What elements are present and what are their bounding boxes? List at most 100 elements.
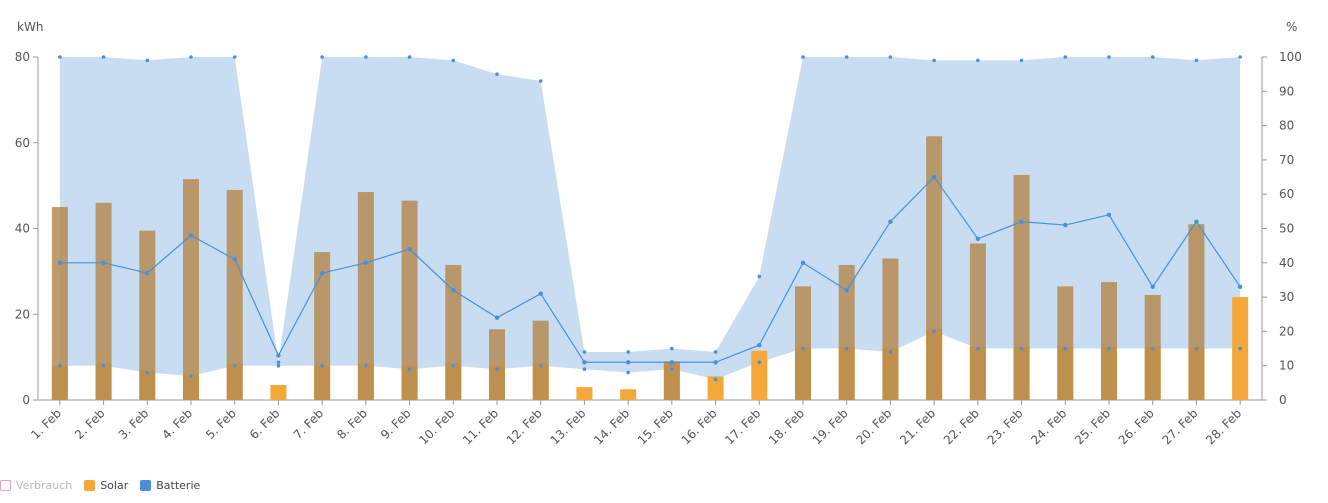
- battery-point: [757, 342, 762, 348]
- battery-point: [538, 291, 543, 296]
- legend-swatch-solar: [84, 479, 96, 491]
- battery-max-point: [1019, 58, 1024, 63]
- left-axis-tick-label: 40: [15, 222, 30, 236]
- battery-min-point: [364, 363, 368, 368]
- battery-max-point: [232, 55, 237, 59]
- right-axis-unit: %: [1286, 20, 1297, 34]
- verbrauch-bar: [139, 230, 156, 400]
- right-axis-tick-label: 70: [1279, 153, 1294, 167]
- battery-max-point: [145, 58, 150, 63]
- battery-min-point: [495, 367, 499, 371]
- verbrauch-bar: [663, 361, 680, 400]
- right-axis-tick-label: 20: [1279, 324, 1294, 338]
- x-axis-tick-label: 27. Feb: [1159, 406, 1200, 447]
- battery-max-point: [976, 58, 980, 63]
- battery-point: [232, 257, 237, 262]
- x-axis-tick-label: 25. Feb: [1072, 406, 1113, 447]
- x-axis-tick-label: 21. Feb: [897, 406, 938, 447]
- verbrauch-bar: [1013, 174, 1030, 400]
- left-axis-tick-label: 20: [15, 307, 30, 321]
- battery-point: [1237, 284, 1243, 290]
- x-axis-tick-label: 2. Feb: [72, 406, 108, 442]
- right-axis-tick-label: 90: [1279, 84, 1294, 98]
- battery-min-point: [757, 360, 762, 365]
- x-axis-tick-label: 15. Feb: [635, 406, 676, 447]
- battery-point: [1150, 284, 1155, 290]
- battery-point: [319, 270, 325, 276]
- x-axis-tick-label: 6. Feb: [247, 406, 283, 442]
- battery-min-point: [713, 377, 718, 382]
- verbrauch-bar: [795, 286, 811, 400]
- left-axis-tick-label: 80: [15, 50, 30, 64]
- battery-point: [57, 260, 63, 265]
- battery-max-point: [189, 55, 193, 59]
- battery-max-point: [101, 55, 106, 59]
- battery-min-point: [932, 329, 936, 334]
- battery-min-point: [976, 346, 980, 351]
- x-axis-tick-label: 7. Feb: [291, 406, 327, 442]
- battery-min-point: [451, 363, 456, 368]
- battery-min-point: [58, 363, 62, 368]
- battery-point: [669, 360, 675, 365]
- x-axis-tick-label: 20. Feb: [853, 406, 894, 447]
- x-axis-tick-label: 1. Feb: [28, 406, 64, 442]
- verbrauch-bar: [532, 320, 549, 400]
- legend-item-batterie[interactable]: Batterie: [140, 479, 200, 492]
- x-axis-tick-label: 13. Feb: [547, 406, 588, 447]
- right-axis-tick-label: 50: [1279, 222, 1294, 236]
- battery-point: [451, 288, 456, 293]
- battery-min-point: [888, 350, 893, 354]
- legend-label-batterie: Batterie: [156, 478, 201, 492]
- battery-max-point: [407, 55, 412, 59]
- verbrauch-bar: [95, 202, 112, 400]
- x-axis-tick-label: 8. Feb: [334, 406, 370, 442]
- solar-bar: [620, 389, 637, 400]
- x-axis-tick-label: 17. Feb: [722, 406, 763, 447]
- battery-point: [101, 260, 106, 265]
- x-axis-tick-label: 5. Feb: [203, 406, 239, 442]
- legend-item-verbrauch[interactable]: Verbrauch: [0, 479, 72, 492]
- battery-max-point: [276, 360, 281, 365]
- battery-point: [975, 236, 981, 241]
- battery-point: [188, 233, 194, 238]
- battery-max-point: [495, 72, 499, 76]
- verbrauch-bar: [314, 252, 331, 400]
- battery-max-point: [582, 350, 587, 354]
- battery-max-point: [1107, 55, 1111, 59]
- battery-point: [145, 270, 150, 276]
- battery-point: [276, 353, 281, 358]
- verbrauch-bar: [1057, 286, 1074, 400]
- verbrauch-bar: [838, 264, 855, 400]
- battery-point: [1194, 219, 1199, 224]
- right-axis-tick-label: 30: [1279, 290, 1294, 304]
- verbrauch-bar: [926, 136, 943, 400]
- battery-max-point: [888, 55, 893, 59]
- battery-max-point: [58, 55, 62, 59]
- verbrauch-bar: [1101, 282, 1117, 400]
- verbrauch-bar: [51, 207, 68, 400]
- legend-swatch-verbrauch: [0, 479, 11, 491]
- battery-min-point: [538, 363, 543, 368]
- x-axis-tick-label: 4. Feb: [159, 406, 195, 442]
- battery-point: [625, 360, 631, 365]
- legend-item-solar[interactable]: Solar: [84, 479, 128, 492]
- battery-max-point: [670, 346, 674, 351]
- left-axis-unit: kWh: [17, 20, 43, 34]
- left-axis-tick-label: 0: [22, 393, 30, 407]
- battery-max-point: [538, 79, 543, 83]
- battery-point: [800, 260, 806, 265]
- battery-min-point: [189, 374, 193, 378]
- battery-max-point: [1063, 55, 1068, 59]
- battery-range-band: [59, 57, 1241, 380]
- x-axis-tick-label: 26. Feb: [1116, 406, 1157, 447]
- legend-label-solar: Solar: [100, 478, 129, 492]
- legend: Verbrauch Solar Batterie: [0, 477, 212, 493]
- battery-min-point: [1019, 346, 1024, 351]
- verbrauch-bar: [489, 329, 505, 400]
- battery-max-point: [1238, 55, 1242, 59]
- x-axis-tick-label: 28. Feb: [1203, 406, 1244, 447]
- solar-bar: [270, 384, 287, 400]
- x-axis-tick-label: 18. Feb: [766, 406, 807, 447]
- solar-bar: [707, 376, 724, 400]
